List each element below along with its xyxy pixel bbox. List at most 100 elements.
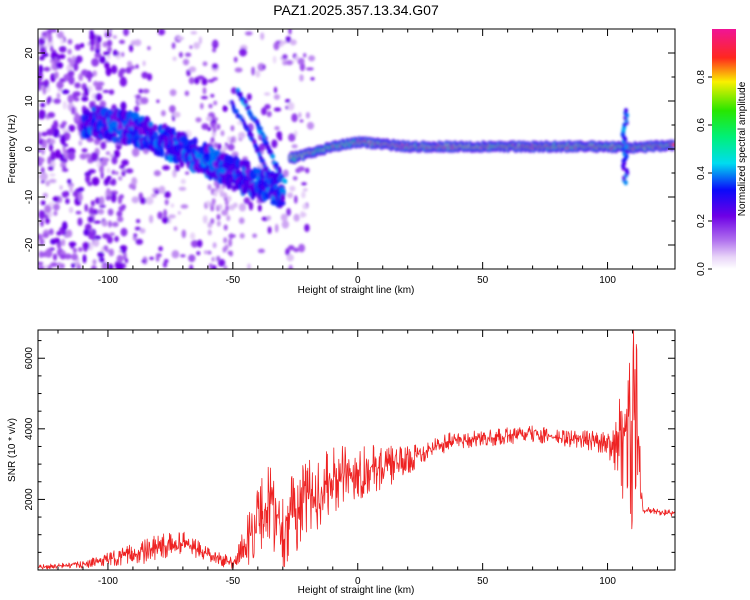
spectrogram-cell	[170, 203, 175, 208]
spectrogram-cell	[152, 124, 158, 132]
spectrogram-cell	[73, 62, 79, 72]
spectrogram-cell	[288, 29, 292, 35]
spectrogram-cell	[196, 75, 205, 80]
spectrogram-cell	[203, 250, 209, 255]
spectrogram-cell	[58, 53, 66, 60]
spectrogram-xlabel: Height of straight line (km)	[298, 285, 415, 296]
spectrogram-cell	[293, 213, 300, 222]
spectrogram-cell	[171, 250, 180, 259]
spectrogram-cell	[213, 100, 218, 106]
spectrogram-cell	[78, 247, 83, 252]
spectrogram-cell	[148, 214, 154, 224]
spectrogram-cell	[216, 214, 221, 220]
spectrogram-cell	[182, 58, 190, 66]
spectrogram-cell	[65, 198, 70, 205]
spectrogram-cell	[286, 254, 294, 262]
colorbar-tick-label: 0.8	[696, 70, 707, 84]
spectrogram-cell	[274, 223, 279, 233]
spectrogram-cell	[52, 253, 58, 261]
spectrogram-cell	[67, 48, 72, 55]
y-tick-label: 2000	[24, 488, 35, 511]
spectrogram-cell	[73, 97, 80, 102]
spectrogram-cell	[43, 79, 50, 88]
spectrogram-cell	[121, 170, 126, 177]
spectrogram-cell	[244, 164, 251, 170]
spectrogram-cell	[38, 37, 46, 46]
snr-frame	[37, 329, 676, 571]
colorbar-tick-label: 0.6	[696, 118, 707, 132]
spectrogram-cell	[81, 96, 89, 102]
spectrogram-cell	[135, 94, 142, 100]
spectrogram-cell	[131, 196, 140, 204]
spectrogram-cell	[229, 233, 234, 240]
spectrogram-cell	[282, 54, 288, 60]
spectrogram-cell	[49, 138, 56, 145]
spectrogram-cell	[94, 235, 102, 240]
spectrogram-cell	[190, 240, 199, 248]
spectrogram-cell	[282, 169, 289, 178]
spectrogram-cell	[38, 157, 45, 163]
spectrogram-cell	[220, 130, 225, 137]
spectrogram-cell	[71, 262, 76, 269]
spectrogram-cell	[67, 151, 76, 161]
spectrogram-cell	[52, 203, 60, 211]
spectrogram-cell	[246, 105, 251, 111]
spectrogram-cell	[624, 168, 629, 174]
spectrogram-cell	[216, 255, 221, 262]
spectrogram-cell	[208, 103, 213, 109]
spectrogram-cell	[238, 131, 246, 139]
spectrogram-cell	[244, 31, 253, 36]
spectrogram-cell	[67, 38, 73, 45]
spectrogram-cell	[302, 188, 308, 192]
colorbar-tick-label: 0.2	[696, 214, 707, 228]
colorbar-tick-label: 0.4	[696, 166, 707, 180]
spectrogram-cell	[169, 89, 177, 97]
spectrogram-cell	[212, 47, 217, 53]
spectrogram-cell	[149, 256, 155, 260]
spectrogram-cell	[107, 263, 114, 269]
spectrogram-cell	[130, 40, 138, 46]
spectrogram-cell	[44, 204, 52, 214]
spectrogram-cell	[81, 69, 89, 77]
spectrogram-cell	[297, 166, 305, 172]
spectrogram-cell	[47, 34, 53, 43]
spectrogram-cell	[231, 104, 236, 109]
spectrogram-cell	[211, 63, 219, 70]
spectrogram-cell	[121, 159, 129, 166]
spectrogram-cell	[162, 261, 168, 268]
spectrogram-cell	[46, 128, 55, 136]
spectrogram-cell	[289, 39, 297, 46]
spectrogram-cell	[624, 148, 629, 154]
spectrogram-cell	[64, 143, 68, 147]
spectrogram-cell	[299, 212, 307, 218]
spectrogram-cell	[133, 105, 140, 113]
spectrogram-cell	[40, 219, 44, 227]
spectrogram-cell	[268, 173, 273, 179]
spectrogram-cell	[287, 245, 295, 251]
spectrogram-cell	[142, 88, 150, 94]
spectrogram-cell	[99, 204, 106, 208]
spectrogram-cell	[201, 77, 208, 86]
spectrogram-cell	[288, 133, 296, 142]
spectrogram-cell	[140, 97, 149, 105]
spectrogram-cell	[211, 122, 216, 129]
spectrogram-cell	[49, 173, 56, 177]
spectrogram-cell	[293, 195, 298, 204]
spectrogram-cell	[52, 128, 60, 138]
spectrogram-cell	[94, 197, 102, 205]
spectrogram-cell	[39, 172, 48, 181]
spectrogram-cell	[72, 247, 78, 254]
spectrogram-cell	[196, 239, 203, 248]
spectrogram-cell	[95, 85, 103, 91]
spectrogram-cell	[110, 193, 117, 203]
spectrogram-cell	[38, 82, 42, 92]
spectrogram-cell	[145, 196, 154, 205]
spectrogram-cell	[270, 153, 275, 160]
spectrogram-cell	[65, 229, 73, 238]
spectrogram-cell	[185, 171, 190, 175]
spectrogram-cell	[157, 211, 163, 220]
spectrogram-cell	[243, 197, 251, 205]
spectrogram-cell	[91, 57, 100, 67]
spectrogram-cell	[202, 87, 207, 95]
